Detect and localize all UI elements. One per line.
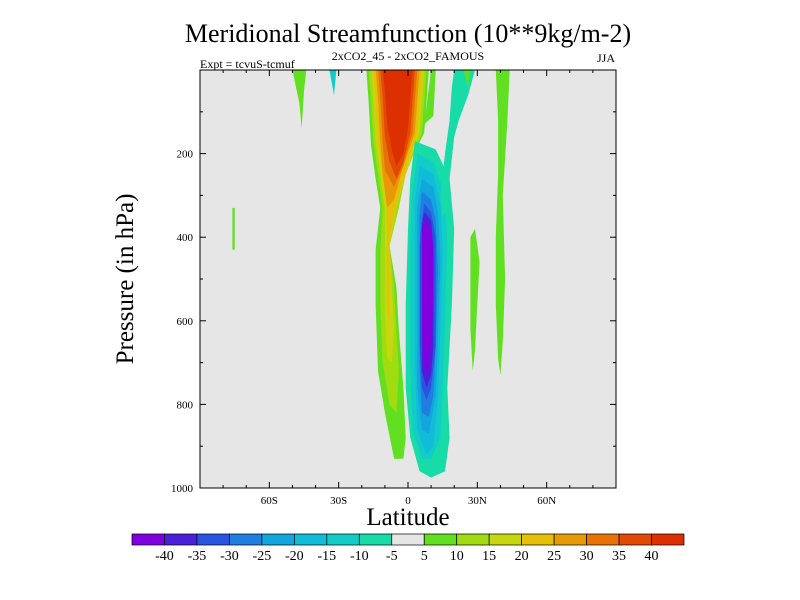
- colorbar-box: [651, 533, 685, 546]
- nh-mid-positive-streak: [470, 228, 480, 371]
- colorbar-label: -20: [285, 549, 304, 564]
- colorbar-box: [196, 533, 230, 546]
- chart-subtitle-left: Expt = tcvuS-tcmuf: [200, 57, 295, 71]
- colorbar-box: [326, 533, 360, 546]
- colorbar-box: [358, 533, 393, 546]
- negative-cell-band: [421, 220, 434, 376]
- y-axis-title: Pressure (in hPa): [112, 194, 139, 365]
- colorbar: -40 -35 -30 -25 -20 -15 -10 -5 5 10 15 20 25 30 35 40: [131, 533, 685, 564]
- nh-upper-positive-streak: [495, 70, 510, 376]
- sh-upper-negative-streak: [329, 70, 337, 96]
- colorbar-label: 25: [547, 549, 561, 564]
- colorbar-box: [521, 533, 555, 546]
- colorbar-box: [488, 533, 522, 546]
- x-tick-label: 30S: [330, 495, 347, 507]
- colorbar-label: 15: [482, 549, 496, 564]
- y-tick-label: 1000: [171, 483, 194, 495]
- x-tick-label: 60S: [261, 495, 278, 507]
- colorbar-label: 40: [645, 549, 659, 564]
- colorbar-box: [294, 533, 328, 546]
- colorbar-box: [131, 533, 165, 546]
- colorbar-box: [553, 533, 587, 546]
- nh-upper-negative-streak: [440, 70, 475, 217]
- y-tick-label: 800: [177, 399, 194, 411]
- sh-mid-positive-streak: [232, 207, 235, 250]
- y-tick-label: 400: [177, 232, 194, 244]
- colorbar-label: -30: [220, 549, 239, 564]
- colorbar-label: -10: [350, 549, 369, 564]
- chart-subtitle-center: 2xCO2_45 - 2xCO2_FAMOUS: [332, 49, 484, 63]
- colorbar-label: 35: [612, 549, 626, 564]
- colorbar-label: -15: [317, 549, 336, 564]
- colorbar-label: -5: [386, 549, 398, 564]
- colorbar-label: 20: [515, 549, 529, 564]
- y-tick-label: 200: [177, 149, 194, 161]
- colorbar-label: 30: [580, 549, 594, 564]
- x-tick-label: 0: [405, 495, 411, 507]
- colorbar-label: 10: [450, 549, 464, 564]
- colorbar-box: [423, 533, 458, 546]
- x-tick-label: 30N: [468, 495, 487, 507]
- colorbar-box: [229, 533, 263, 546]
- colorbar-box: [586, 533, 620, 546]
- colorbar-label: -35: [188, 549, 207, 564]
- x-tick-label: 60N: [537, 495, 556, 507]
- nh-upper-positive-tick: [463, 70, 471, 87]
- x-axis-title: Latitude: [366, 504, 449, 531]
- axis-ticks: 60S 30S 0 30N 60N 200 400 600 800 1000: [171, 70, 616, 507]
- colorbar-label: 5: [421, 549, 428, 564]
- colorbar-box: [456, 533, 490, 546]
- chart-title: Meridional Streamfunction (10**9kg/m-2): [185, 19, 631, 48]
- nh-upper-positive-sliver: [424, 70, 436, 125]
- chart-subtitle-right: JJA: [597, 51, 615, 65]
- colorbar-box: [618, 533, 652, 546]
- colorbar-box: [164, 533, 198, 546]
- sh-upper-positive-streak: [292, 70, 307, 129]
- colorbar-box: [261, 533, 295, 546]
- plot-area: 60S 30S 0 30N 60N 200 400 600 800 1000: [171, 69, 617, 507]
- colorbar-label: -25: [253, 549, 272, 564]
- positive-cell-band: [382, 70, 413, 167]
- colorbar-label: -40: [155, 549, 174, 564]
- contour-fills: [232, 70, 510, 478]
- y-tick-label: 600: [177, 316, 194, 328]
- colorbar-box: [391, 533, 425, 546]
